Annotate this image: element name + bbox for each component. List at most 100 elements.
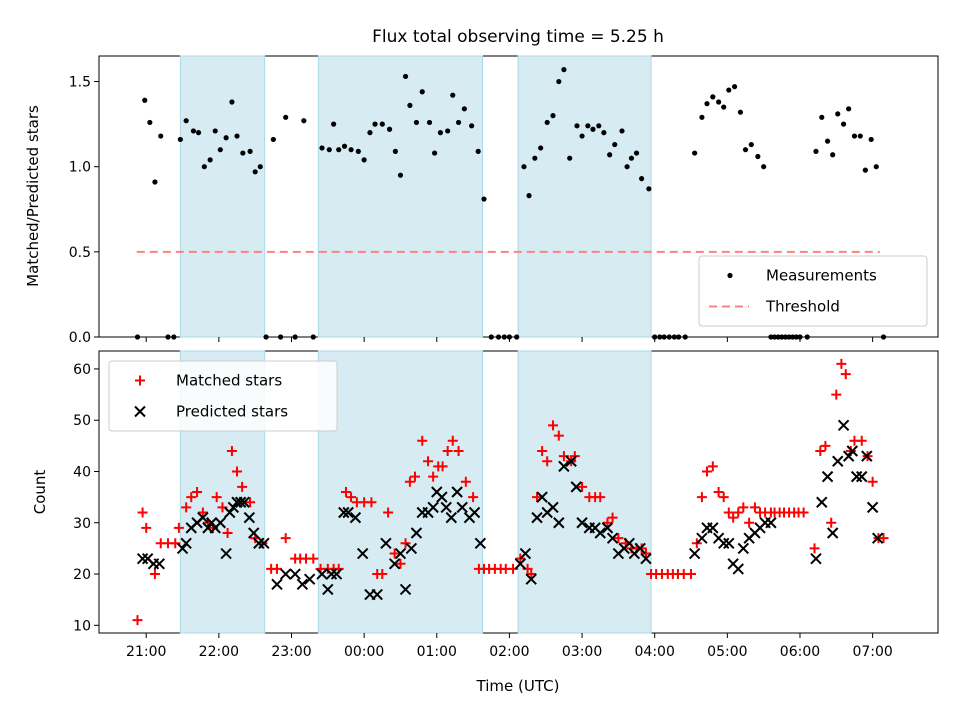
- shaded-region: [317, 55, 484, 338]
- legend-label: Measurements: [766, 267, 877, 285]
- legend-marker: [727, 272, 733, 279]
- top-y-axis-label: Matched/Predicted stars: [24, 105, 42, 287]
- predicted-stars-point: [856, 470, 868, 483]
- measurement-point: [240, 150, 246, 156]
- measurement-point: [612, 141, 618, 148]
- predicted-stars-point: [303, 573, 316, 585]
- measurement-point: [310, 334, 316, 340]
- x-tick-label: 06:00: [780, 644, 820, 660]
- matched-stars-point: [878, 533, 889, 544]
- matched-stars-point: [395, 558, 406, 569]
- measurement-point: [372, 121, 378, 127]
- matched-stars-point: [718, 492, 729, 503]
- measurement-point: [229, 99, 235, 105]
- matched-stars-point: [831, 389, 842, 400]
- measurement-point: [579, 133, 585, 139]
- matched-stars-point: [141, 522, 152, 533]
- matched-stars-point: [613, 533, 624, 544]
- matched-stars-point: [340, 487, 351, 497]
- predicted-stars-point: [514, 558, 527, 570]
- matched-stars-point: [723, 507, 734, 518]
- matched-stars-point: [137, 507, 148, 518]
- matched-stars-point: [602, 517, 613, 528]
- x-tick-label: 23:00: [271, 644, 311, 660]
- predicted-stars-point: [718, 537, 730, 549]
- matched-stars-point: [409, 471, 420, 482]
- predicted-stars-point: [737, 542, 750, 555]
- measurement-point: [526, 193, 532, 199]
- measurement-point: [142, 97, 148, 103]
- measurement-point: [331, 121, 337, 127]
- predicted-stars-point: [456, 501, 468, 514]
- measurement-point: [257, 164, 263, 170]
- predicted-stars-point: [153, 558, 165, 570]
- predicted-stars-point: [234, 496, 247, 508]
- measurement-point: [748, 141, 754, 148]
- measurement-point: [682, 334, 688, 340]
- measurement-point: [835, 111, 841, 117]
- matched-stars-point: [417, 435, 428, 446]
- predicted-stars-point: [634, 542, 646, 555]
- shaded-region: [179, 55, 266, 338]
- matched-stars-point: [428, 471, 439, 482]
- predicted-stars-point: [696, 532, 708, 544]
- measurement-point: [326, 147, 332, 153]
- measurement-point: [716, 99, 722, 105]
- predicted-stars-point: [289, 568, 301, 580]
- measurement-point: [782, 334, 789, 340]
- predicted-stars-point: [330, 568, 343, 580]
- measurement-point: [596, 123, 602, 129]
- matched-stars-point: [640, 548, 651, 559]
- matched-stars-point: [707, 461, 718, 472]
- measurement-point: [661, 334, 667, 340]
- measurement-point: [742, 147, 749, 153]
- bottom-panel: 10 20 30 40 50 60 21:00 22:00 23:00 00:00 01:00 02:…: [73, 350, 893, 660]
- matched-stars-point: [222, 528, 233, 539]
- measurement-point: [873, 164, 879, 170]
- predicted-stars-point: [325, 568, 338, 580]
- measurement-point: [469, 123, 475, 129]
- predicted-stars-point: [380, 537, 392, 549]
- predicted-stars-point: [601, 522, 614, 534]
- predicted-stars-point: [640, 552, 652, 565]
- top-legend: Measurements Threshold: [698, 255, 928, 327]
- measurement-point: [247, 148, 253, 154]
- y-tick-label: 10: [73, 618, 91, 634]
- y-tick-label: 1.5: [69, 75, 91, 91]
- matched-stars-point: [447, 435, 458, 446]
- matched-stars-point: [423, 456, 434, 467]
- predicted-stars-point: [723, 537, 735, 549]
- measurement-point: [461, 106, 467, 112]
- measurement-point: [633, 150, 640, 156]
- matched-stars-point: [192, 487, 203, 497]
- matched-stars-point: [696, 492, 707, 503]
- x-tick-label: 00:00: [344, 644, 384, 660]
- x-tick-label: 07:00: [852, 644, 892, 660]
- predicted-stars-point: [842, 450, 855, 462]
- measurement-point: [840, 121, 847, 127]
- measurement-point: [386, 126, 393, 132]
- predicted-stars-point: [872, 532, 884, 544]
- measurement-point: [824, 138, 831, 144]
- measurement-point: [786, 334, 792, 340]
- measurement-point: [475, 148, 481, 154]
- measurement-point: [771, 334, 778, 340]
- matched-stars-point: [442, 445, 453, 456]
- measurement-point: [481, 196, 487, 202]
- predicted-stars-point: [322, 583, 334, 596]
- y-tick-label: 50: [73, 413, 91, 429]
- matched-stars-point: [149, 569, 160, 580]
- measurement-point: [134, 334, 141, 340]
- measurement-point: [201, 164, 207, 170]
- predicted-stars-point: [606, 532, 619, 544]
- measurement-point: [676, 334, 682, 340]
- measurement-point: [601, 130, 607, 136]
- predicted-stars-point: [826, 527, 839, 539]
- measurement-point: [413, 119, 420, 126]
- predicted-stars-point: [349, 511, 362, 524]
- measurement-point: [419, 89, 425, 95]
- matched-stars-point: [211, 492, 222, 503]
- matched-stars-point: [383, 507, 394, 518]
- legend-marker: [135, 375, 145, 386]
- bottom-legend: Matched stars Predicted stars: [108, 360, 338, 432]
